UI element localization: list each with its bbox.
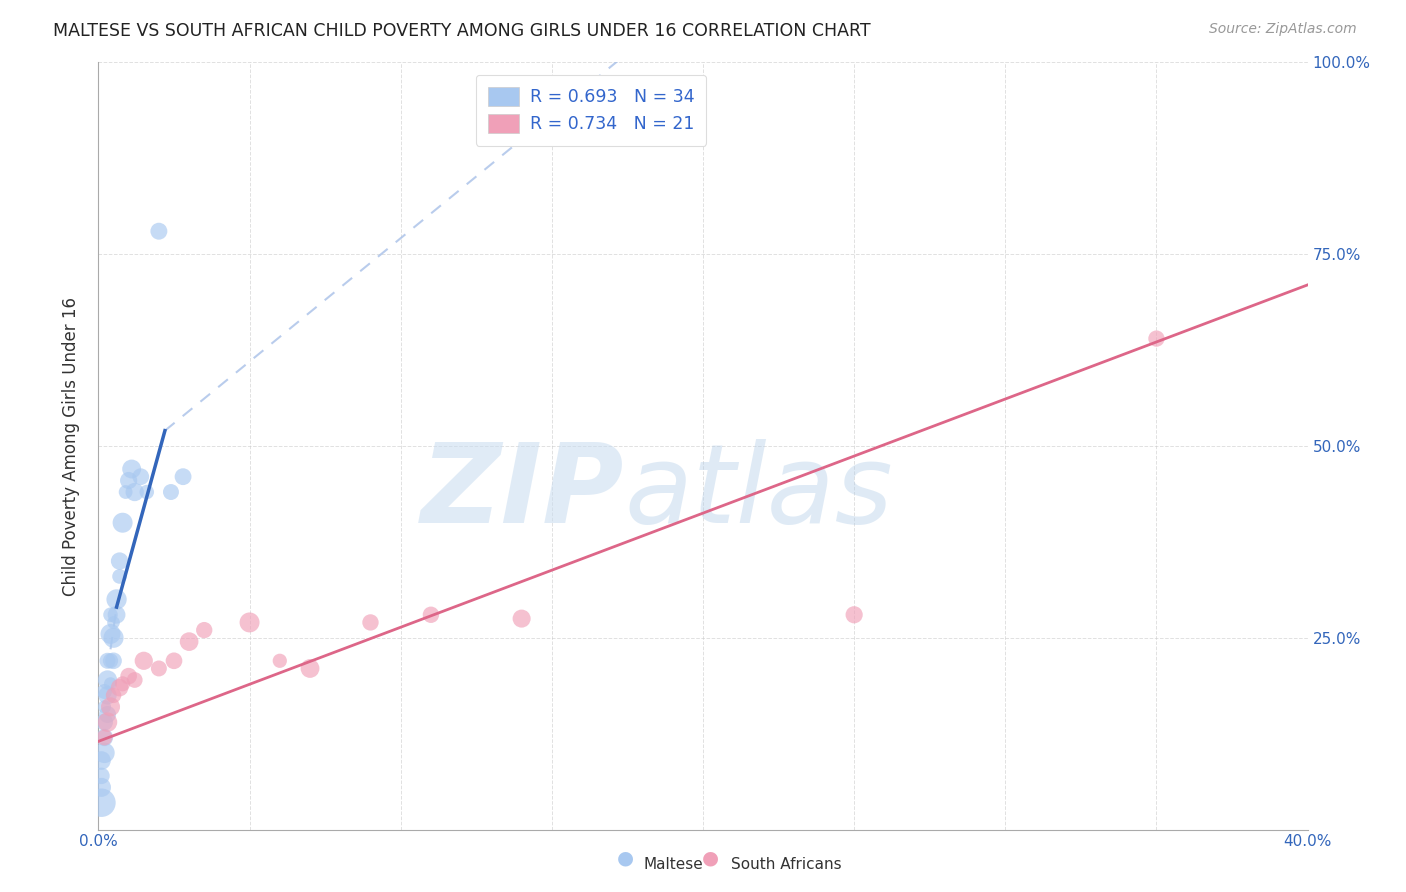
Point bbox=[118, 474, 141, 488]
Point bbox=[193, 623, 215, 637]
Point bbox=[129, 469, 152, 483]
Point bbox=[90, 769, 112, 783]
Point bbox=[96, 654, 118, 668]
Point bbox=[172, 469, 194, 483]
Point bbox=[269, 654, 291, 668]
Point bbox=[510, 612, 533, 626]
Point bbox=[90, 754, 112, 768]
Point bbox=[105, 607, 128, 622]
Point bbox=[100, 627, 122, 641]
Point bbox=[93, 684, 115, 698]
Point bbox=[118, 669, 141, 683]
Point bbox=[90, 796, 112, 810]
Point bbox=[90, 780, 112, 795]
Text: MALTESE VS SOUTH AFRICAN CHILD POVERTY AMONG GIRLS UNDER 16 CORRELATION CHART: MALTESE VS SOUTH AFRICAN CHILD POVERTY A… bbox=[53, 22, 872, 40]
Text: ZIP: ZIP bbox=[420, 439, 624, 546]
Point bbox=[96, 715, 118, 730]
Point bbox=[360, 615, 382, 630]
Text: Source: ZipAtlas.com: Source: ZipAtlas.com bbox=[1209, 22, 1357, 37]
Point bbox=[96, 689, 118, 703]
Point bbox=[93, 699, 115, 714]
Point bbox=[100, 699, 122, 714]
Point bbox=[108, 569, 131, 583]
Point bbox=[108, 554, 131, 568]
Point bbox=[121, 462, 143, 476]
Point bbox=[163, 654, 186, 668]
Point bbox=[420, 607, 443, 622]
Point bbox=[1144, 332, 1167, 346]
Point bbox=[96, 707, 118, 722]
Point bbox=[179, 634, 201, 648]
Point bbox=[100, 607, 122, 622]
Point bbox=[108, 681, 131, 695]
Point bbox=[148, 661, 170, 675]
Text: South Africans: South Africans bbox=[731, 857, 842, 872]
Point bbox=[105, 592, 128, 607]
Point bbox=[844, 607, 866, 622]
Point bbox=[93, 731, 115, 745]
Point bbox=[299, 661, 322, 675]
Point bbox=[103, 689, 125, 703]
Point bbox=[103, 615, 125, 630]
Point bbox=[103, 654, 125, 668]
Point bbox=[93, 746, 115, 760]
Text: ●: ● bbox=[702, 849, 718, 868]
Point bbox=[135, 485, 157, 500]
Point bbox=[124, 673, 146, 687]
Point bbox=[111, 677, 134, 691]
Point bbox=[93, 715, 115, 730]
Point bbox=[148, 224, 170, 238]
Point bbox=[103, 631, 125, 645]
Point bbox=[114, 485, 136, 500]
Text: ●: ● bbox=[617, 849, 634, 868]
Point bbox=[111, 516, 134, 530]
Text: atlas: atlas bbox=[624, 439, 893, 546]
Point bbox=[239, 615, 262, 630]
Point bbox=[100, 677, 122, 691]
Text: Maltese: Maltese bbox=[644, 857, 703, 872]
Point bbox=[124, 485, 146, 500]
Point bbox=[132, 654, 155, 668]
Point bbox=[93, 731, 115, 745]
Legend: R = 0.693   N = 34, R = 0.734   N = 21: R = 0.693 N = 34, R = 0.734 N = 21 bbox=[475, 75, 706, 145]
Y-axis label: Child Poverty Among Girls Under 16: Child Poverty Among Girls Under 16 bbox=[62, 296, 80, 596]
Point bbox=[100, 654, 122, 668]
Point bbox=[96, 673, 118, 687]
Point bbox=[160, 485, 183, 500]
